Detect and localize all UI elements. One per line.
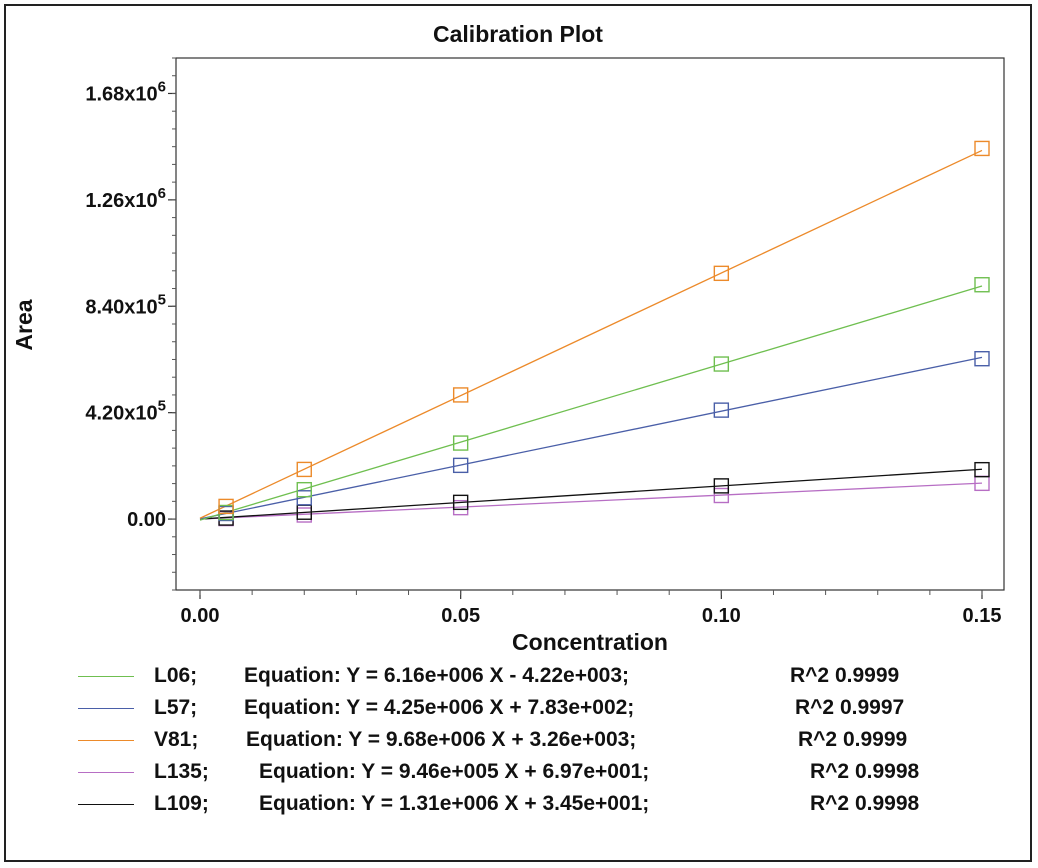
y-tick-label: 8.40x105 <box>85 291 166 318</box>
data-point-l06 <box>974 277 990 293</box>
data-point-l109 <box>452 494 469 511</box>
x-tick-label: 0.10 <box>702 605 741 627</box>
data-point-l06 <box>452 435 469 451</box>
y-tick-label: 0.00 <box>127 509 166 531</box>
legend-equation: Equation: Y = 9.46e+005 X + 6.97e+001; <box>259 760 650 783</box>
data-point-l109 <box>974 461 990 478</box>
y-axis-label: Area <box>11 299 37 350</box>
legend-equation: Equation: Y = 4.25e+006 X + 7.83e+002; <box>244 696 635 719</box>
legend-item-l109: L109; Equation: Y = 1.31e+006 X + 3.45e+0… <box>0 792 1038 816</box>
y-tick-label: 1.68x106 <box>85 78 166 105</box>
legend-item-l57: L57; Equation: Y = 4.25e+006 X + 7.83e+00… <box>0 696 1038 720</box>
legend-r-squared: R^2 0.9999 <box>798 728 908 751</box>
legend-item-v81: V81; Equation: Y = 9.68e+006 X + 3.26e+00… <box>0 728 1038 752</box>
chart-frame <box>4 4 1032 862</box>
series-line-l135 <box>199 482 983 520</box>
data-point-l06 <box>296 481 312 498</box>
data-point-l57 <box>296 490 312 506</box>
legend-series-name: V81; <box>154 728 199 751</box>
data-point-l57 <box>452 457 469 474</box>
legend-r-squared: R^2 0.9999 <box>790 664 900 687</box>
data-point-v81 <box>713 265 730 282</box>
data-point-l109 <box>713 478 730 494</box>
legend-item-l135: L135; Equation: Y = 9.46e+005 X + 6.97e+0… <box>0 760 1038 784</box>
legend-series-name: L06; <box>154 664 198 687</box>
chart-title: Calibration Plot <box>433 21 603 47</box>
legend-item-l06: L06; Equation: Y = 6.16e+006 X - 4.22e+00… <box>0 664 1038 688</box>
y-tick-label: 4.20x105 <box>85 398 166 425</box>
series-line-l57 <box>199 356 983 520</box>
legend-swatch <box>78 772 134 773</box>
legend-swatch <box>78 708 134 709</box>
data-point-l135 <box>713 487 730 504</box>
data-point-l57 <box>713 402 730 418</box>
data-point-l06 <box>713 356 730 372</box>
series-line-l06 <box>199 285 983 521</box>
data-point-v81 <box>974 140 990 157</box>
legend-equation: Equation: Y = 6.16e+006 X - 4.22e+003; <box>244 664 630 687</box>
x-tick-label: 0.00 <box>181 605 220 627</box>
legend-equation: Equation: Y = 1.31e+006 X + 3.45e+001; <box>259 792 650 815</box>
legend-equation: Equation: Y = 9.68e+006 X + 3.26e+003; <box>246 728 637 751</box>
legend-r-squared: R^2 0.9997 <box>795 696 905 719</box>
legend-swatch <box>78 740 134 741</box>
calibration-chart: Calibration Plot Area Concentration 0.00… <box>11 21 1005 655</box>
x-tick-label: 0.15 <box>963 605 1002 627</box>
y-tick-label: 1.26x106 <box>85 185 166 212</box>
legend-series-name: L57; <box>154 696 198 719</box>
legend-swatch <box>78 676 134 677</box>
x-axis-label: Concentration <box>512 629 668 655</box>
data-point-l109 <box>296 504 312 520</box>
legend-swatch <box>78 804 134 805</box>
legend-r-squared: R^2 0.9998 <box>810 760 920 783</box>
series-line-v81 <box>199 149 983 519</box>
series-line-l109 <box>199 468 983 520</box>
data-point-l135 <box>974 475 990 492</box>
x-tick-label: 0.05 <box>441 605 480 627</box>
legend-series-name: L135; <box>154 760 209 783</box>
legend-r-squared: R^2 0.9998 <box>810 792 920 815</box>
legend-series-name: L109; <box>154 792 209 815</box>
data-point-v81 <box>452 387 469 403</box>
data-point-v81 <box>218 498 234 515</box>
data-point-v81 <box>296 461 312 478</box>
data-point-l57 <box>974 351 990 367</box>
